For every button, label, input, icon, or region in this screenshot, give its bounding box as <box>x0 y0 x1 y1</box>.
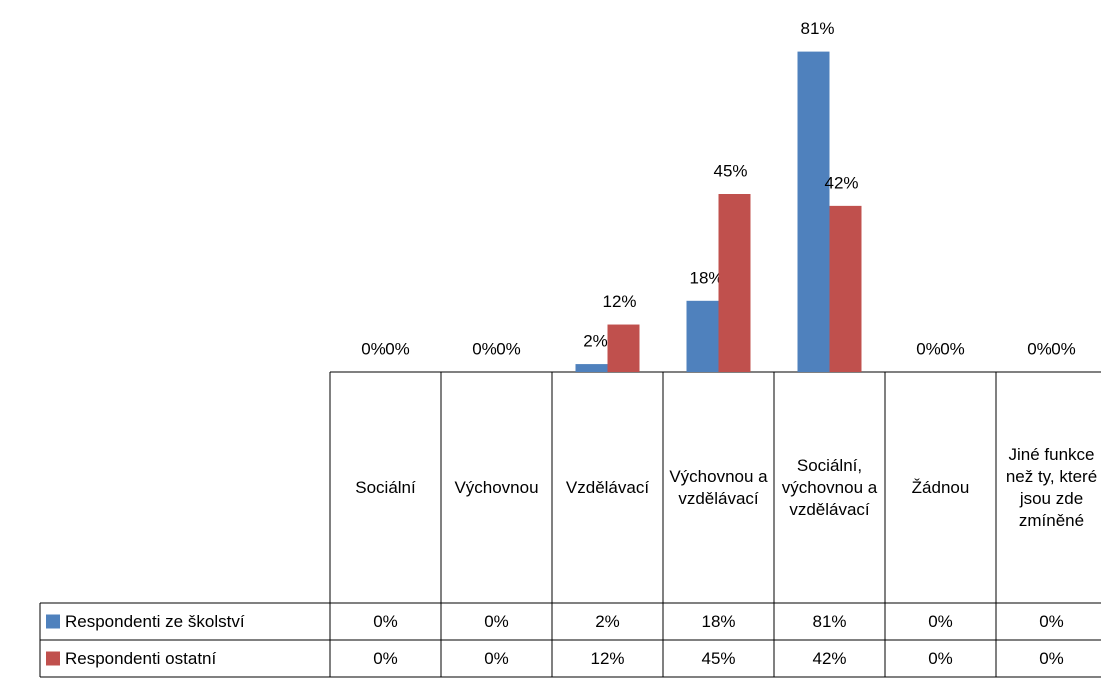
table-value: 81% <box>812 612 846 631</box>
category-cell: Žádnou <box>911 477 970 497</box>
data-label: 0% <box>472 339 497 358</box>
data-label: 0% <box>496 339 521 358</box>
bar <box>718 194 751 372</box>
legend-swatch <box>46 651 60 666</box>
bar <box>575 364 608 372</box>
legend-label: Respondenti ze školství <box>65 612 245 631</box>
data-label: 0% <box>361 339 386 358</box>
category-cell: Sociální, výchovnou a vzdělávací <box>781 455 878 519</box>
category-label: Žádnou <box>911 477 970 497</box>
data-label: 0% <box>385 339 410 358</box>
data-label: 18% <box>689 268 723 287</box>
table-value: 0% <box>373 649 398 668</box>
category-label: Výchovnou a vzdělávací <box>669 466 768 508</box>
bar <box>686 300 719 372</box>
table-value: 18% <box>701 612 735 631</box>
category-label: Vzdělávací <box>565 477 650 497</box>
bar <box>797 51 830 372</box>
bar <box>607 324 640 372</box>
table-value: 45% <box>701 649 735 668</box>
table-value: 0% <box>373 612 398 631</box>
category-label: Jiné funkce než ty, které jsou zde zmíně… <box>1005 444 1098 530</box>
category-cell: Výchovnou a vzdělávací <box>669 466 768 508</box>
bar <box>829 205 862 372</box>
table-value: 0% <box>484 649 509 668</box>
data-label: 42% <box>824 173 858 192</box>
legend-swatch <box>46 614 60 629</box>
data-label: 0% <box>1051 339 1076 358</box>
legend-label: Respondenti ostatní <box>65 649 216 668</box>
category-label: Výchovnou <box>454 477 539 497</box>
category-cell: Vzdělávací <box>565 477 650 497</box>
table-value: 0% <box>1039 612 1064 631</box>
category-label: Sociální, výchovnou a vzdělávací <box>781 455 878 519</box>
category-cell: Sociální <box>355 477 416 497</box>
table-value: 0% <box>484 612 509 631</box>
table-value: 2% <box>595 612 620 631</box>
table-value: 0% <box>928 612 953 631</box>
table-value: 12% <box>590 649 624 668</box>
category-cell: Jiné funkce než ty, které jsou zde zmíně… <box>1005 444 1098 530</box>
category-label: Sociální <box>355 477 416 497</box>
data-label: 81% <box>800 19 834 38</box>
category-cell: Výchovnou <box>454 477 539 497</box>
data-label: 0% <box>1027 339 1052 358</box>
table-value: 0% <box>928 649 953 668</box>
data-label: 45% <box>713 161 747 180</box>
table-value: 42% <box>812 649 846 668</box>
data-label: 0% <box>916 339 941 358</box>
table-value: 0% <box>1039 649 1064 668</box>
data-label: 0% <box>940 339 965 358</box>
data-label: 2% <box>583 332 608 351</box>
data-label: 12% <box>602 292 636 311</box>
